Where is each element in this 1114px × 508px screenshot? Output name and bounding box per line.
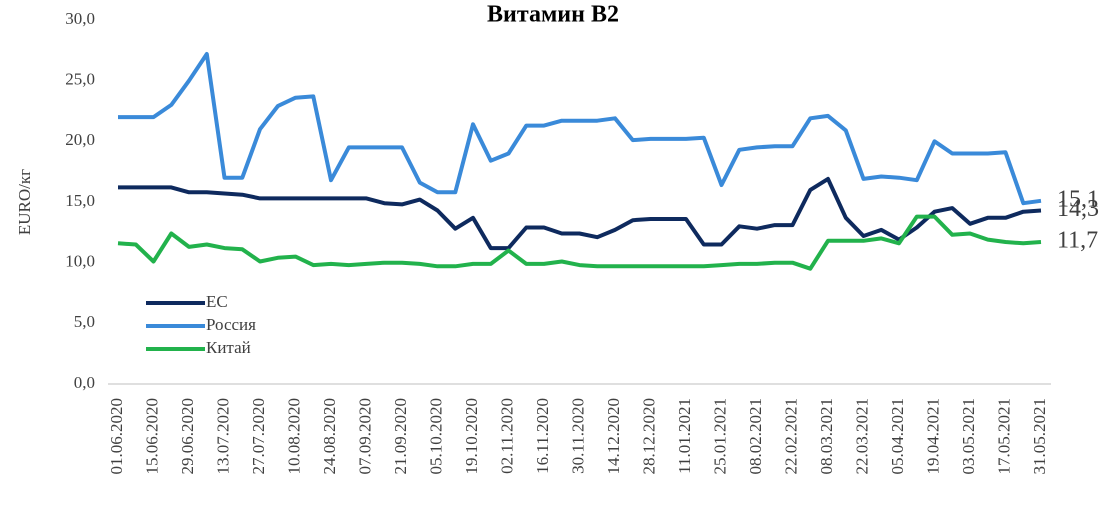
x-tick-label: 22.02.2021 <box>781 398 800 475</box>
y-tick-label: 0,0 <box>74 373 95 392</box>
x-tick-label: 15.06.2020 <box>142 398 161 475</box>
y-tick-label: 20,0 <box>65 130 95 149</box>
y-tick-label: 15,0 <box>65 191 95 210</box>
y-tick-label: 30,0 <box>65 9 95 28</box>
x-tick-label: 19.04.2021 <box>923 398 942 475</box>
x-tick-label: 08.02.2021 <box>746 398 765 475</box>
series-line <box>117 214 1042 271</box>
x-tick-label: 10.08.2020 <box>284 398 303 475</box>
x-tick-label: 31.05.2021 <box>1030 398 1049 475</box>
x-tick-label: 30.11.2020 <box>568 398 587 474</box>
y-axis-label: EURO/кг <box>15 169 34 235</box>
x-tick-label: 13.07.2020 <box>213 398 232 475</box>
y-tick-label: 5,0 <box>74 312 95 331</box>
x-tick-label: 16.11.2020 <box>533 398 552 474</box>
data-label: 11,7 <box>1057 228 1098 254</box>
legend-label: ЕС <box>206 292 228 311</box>
x-tick-label: 21.09.2020 <box>391 398 410 475</box>
series-line <box>118 176 1042 251</box>
y-tick-label: 10,0 <box>65 252 95 271</box>
y-tick-label: 25,0 <box>65 70 95 89</box>
legend-label: Китай <box>206 338 251 357</box>
data-label: 15,1 <box>1057 186 1099 212</box>
x-tick-label: 07.09.2020 <box>355 398 374 475</box>
x-tick-label: 25.01.2021 <box>710 398 729 475</box>
x-tick-label: 19.10.2020 <box>462 398 481 475</box>
data-label: 14,3 <box>1057 196 1099 222</box>
x-tick-label: 05.10.2020 <box>426 398 445 475</box>
chart-title: Витамин B2 <box>487 2 619 28</box>
x-tick-label: 24.08.2020 <box>320 398 339 475</box>
x-tick-label: 28.12.2020 <box>639 398 658 475</box>
x-tick-label: 27.07.2020 <box>249 398 268 475</box>
x-tick-label: 29.06.2020 <box>178 398 197 475</box>
x-tick-label: 02.11.2020 <box>497 398 516 474</box>
legend-label: Россия <box>206 315 256 334</box>
series-line <box>118 52 1042 206</box>
x-tick-label: 11.01.2021 <box>675 398 694 474</box>
x-tick-label: 08.03.2021 <box>817 398 836 475</box>
x-tick-label: 01.06.2020 <box>107 398 126 475</box>
x-tick-label: 17.05.2021 <box>994 398 1013 475</box>
x-tick-label: 03.05.2021 <box>959 398 978 475</box>
x-tick-label: 22.03.2021 <box>852 398 871 475</box>
x-tick-label: 14.12.2020 <box>604 398 623 475</box>
x-tick-label: 05.04.2021 <box>888 398 907 475</box>
